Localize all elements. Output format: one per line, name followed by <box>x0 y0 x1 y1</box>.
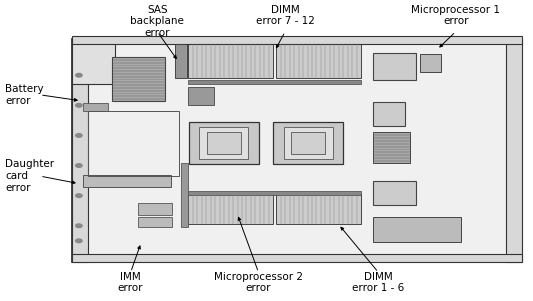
Bar <box>291 132 325 154</box>
Circle shape <box>76 224 82 228</box>
Circle shape <box>76 104 82 107</box>
Bar <box>373 217 461 242</box>
Bar <box>373 181 416 205</box>
Circle shape <box>76 73 82 77</box>
Bar <box>88 111 179 176</box>
Bar <box>72 39 88 262</box>
Bar <box>284 127 333 159</box>
Bar <box>138 217 172 227</box>
Bar <box>188 87 214 105</box>
Text: Microprocessor 2
error: Microprocessor 2 error <box>214 272 303 293</box>
Bar <box>506 39 522 262</box>
Bar <box>188 80 361 84</box>
Circle shape <box>76 194 82 197</box>
Text: Battery
error: Battery error <box>5 84 44 106</box>
Bar <box>207 132 241 154</box>
Text: SAS
backplane
error: SAS backplane error <box>130 5 184 38</box>
Bar <box>373 132 410 163</box>
Bar <box>276 44 361 78</box>
Bar <box>181 163 188 227</box>
Bar <box>112 57 165 101</box>
Bar <box>373 53 416 80</box>
Circle shape <box>76 164 82 167</box>
Bar <box>72 39 522 262</box>
Bar <box>83 103 108 111</box>
Text: DIMM
error 7 - 12: DIMM error 7 - 12 <box>256 5 314 26</box>
Bar <box>188 44 273 78</box>
Bar <box>189 122 259 164</box>
Bar <box>72 254 522 262</box>
Bar <box>420 54 441 72</box>
Text: IMM
error: IMM error <box>118 272 143 293</box>
Bar <box>175 44 187 78</box>
Text: Microprocessor 1
error: Microprocessor 1 error <box>411 5 500 26</box>
Circle shape <box>76 239 82 243</box>
Circle shape <box>76 134 82 137</box>
Bar <box>188 194 273 224</box>
Bar <box>199 127 248 159</box>
Bar <box>188 191 361 195</box>
Bar <box>72 36 522 44</box>
Bar <box>273 122 343 164</box>
Bar <box>373 102 405 126</box>
Bar <box>276 194 361 224</box>
Bar <box>138 203 172 215</box>
Text: DIMM
error 1 - 6: DIMM error 1 - 6 <box>352 272 405 293</box>
Text: Daughter
card
error: Daughter card error <box>5 160 54 193</box>
Bar <box>83 175 171 187</box>
Bar <box>72 39 115 84</box>
